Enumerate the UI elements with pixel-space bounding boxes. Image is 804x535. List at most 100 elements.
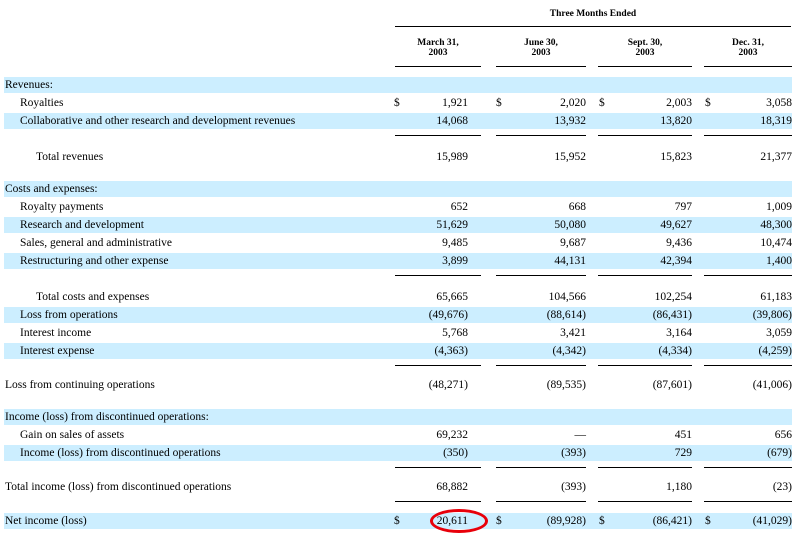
table-row: Interest expense (4,363) (4,342) (4,334) (4,…: [4, 343, 792, 359]
table-row: Interest income 5,768 3,421 3,164 3,059: [4, 325, 792, 341]
cell-value: 3,421: [560, 327, 586, 339]
subtotal-rule: [496, 467, 586, 468]
cell-value: 48,300: [760, 219, 792, 231]
cell-value: 1,009: [766, 201, 792, 213]
cell-value: (89,928): [546, 515, 586, 527]
subtotal-rule: [496, 365, 586, 366]
cell-value: (393): [561, 481, 586, 493]
cell-value: (87,601): [652, 379, 692, 391]
currency-symbol: $: [599, 515, 605, 527]
cell-value: (89,535): [546, 379, 586, 391]
column-header-sept: Sept. 30, 2003: [598, 38, 692, 58]
subtotal-rule: [704, 467, 792, 468]
cell-value: 61,183: [760, 291, 792, 303]
row-label: Royalty payments: [20, 201, 104, 213]
row-label: Income (loss) from discontinued operatio…: [5, 411, 209, 423]
cell-value: 3,899: [442, 255, 468, 267]
table-row: Collaborative and other research and dev…: [4, 113, 792, 129]
row-label: Net income (loss): [5, 515, 87, 527]
row-label: Interest income: [20, 327, 92, 339]
cell-value: (393): [561, 447, 586, 459]
column-header-line1: March 31,: [417, 38, 459, 48]
subtotal-rule: [395, 275, 481, 276]
table-row: Income (loss) from discontinued operatio…: [4, 409, 792, 425]
subtotal-rule: [704, 135, 792, 136]
column-header-rule: [598, 66, 692, 67]
cell-value: 21,377: [760, 151, 792, 163]
highlight-circle: [430, 509, 488, 533]
cell-value: 49,627: [660, 219, 692, 231]
currency-symbol: $: [394, 515, 400, 527]
cell-value: —: [574, 429, 587, 441]
currency-symbol: $: [394, 97, 400, 109]
cell-value: 42,394: [660, 255, 692, 267]
group-header-rule: [395, 26, 791, 27]
cell-value: 656: [774, 429, 792, 441]
subtotal-rule: [395, 467, 481, 468]
cell-value: 15,952: [554, 151, 586, 163]
cell-value: 10,474: [760, 237, 792, 249]
cell-value: 50,080: [554, 219, 586, 231]
cell-value: 69,232: [436, 429, 468, 441]
cell-value: (350): [443, 447, 468, 459]
table-row: Royalty payments 652 668 797 1,009: [4, 199, 792, 215]
cell-value: 3,059: [766, 327, 792, 339]
cell-value: 668: [568, 201, 586, 213]
column-header-line2: 2003: [531, 48, 551, 58]
table-row: Gain on sales of assets 69,232 — 451 656: [4, 427, 792, 443]
table-row: Income (loss) from discontinued operatio…: [4, 445, 792, 461]
column-header-march: March 31, 2003: [395, 38, 481, 58]
cell-value: 797: [674, 201, 692, 213]
column-header-rule: [704, 66, 792, 67]
row-label: Total income (loss) from discontinued op…: [5, 481, 232, 493]
column-header-rule: [395, 66, 481, 67]
row-label: Loss from operations: [20, 309, 118, 321]
cell-value: (48,271): [428, 379, 468, 391]
row-label: Collaborative and other research and dev…: [20, 115, 296, 127]
subtotal-rule: [598, 275, 692, 276]
cell-value: 451: [674, 429, 692, 441]
subtotal-rule: [704, 275, 792, 276]
subtotal-rule: [395, 365, 481, 366]
row-label: Gain on sales of assets: [20, 429, 125, 441]
row-label: Loss from continuing operations: [5, 379, 155, 391]
subtotal-rule: [496, 501, 586, 502]
row-label: Income (loss) from discontinued operatio…: [20, 447, 221, 459]
cell-value: 9,687: [560, 237, 586, 249]
cell-value: 14,068: [436, 115, 468, 127]
cell-value: (41,006): [752, 379, 792, 391]
subtotal-rule: [598, 135, 692, 136]
table-row: Royalties $1,921 $2,020 $2,003 $3,058: [4, 95, 792, 111]
cell-value: 9,485: [442, 237, 468, 249]
table-row: Restructuring and other expense 3,899 44,1…: [4, 253, 792, 269]
cell-value: 1,921: [442, 97, 468, 109]
row-label: Interest expense: [20, 345, 95, 357]
cell-value: (4,342): [552, 345, 586, 357]
cell-value: 13,932: [554, 115, 586, 127]
table-row: Net income (loss) $20,611 $ (89,928) $ (86,42…: [4, 513, 792, 529]
cell-value: 44,131: [554, 255, 586, 267]
group-header: Three Months Ended: [549, 9, 637, 19]
cell-value: 1,180: [666, 481, 692, 493]
subtotal-rule: [704, 365, 792, 366]
column-header-june: June 30, 2003: [496, 38, 586, 58]
cell-value: 104,566: [548, 291, 586, 303]
currency-symbol: $: [599, 97, 605, 109]
subtotal-rule: [704, 501, 792, 502]
cell-value: (4,334): [658, 345, 692, 357]
table-row: Total income (loss) from discontinued op…: [4, 479, 792, 495]
row-label: Research and development: [20, 219, 144, 231]
table-row: Costs and expenses:: [4, 181, 792, 197]
row-label: Total costs and expenses: [36, 291, 150, 303]
cell-value: 2,003: [666, 97, 692, 109]
row-label: Restructuring and other expense: [20, 255, 169, 267]
cell-value: (86,431): [652, 309, 692, 321]
column-header-dec: Dec. 31, 2003: [704, 38, 792, 58]
cell-value: 729: [674, 447, 692, 459]
row-label: Total revenues: [36, 151, 104, 163]
cell-value: 15,989: [436, 151, 468, 163]
column-header-line2: 2003: [428, 48, 448, 58]
cell-value: 13,820: [660, 115, 692, 127]
row-label: Costs and expenses:: [5, 183, 98, 195]
cell-value: 15,823: [660, 151, 692, 163]
